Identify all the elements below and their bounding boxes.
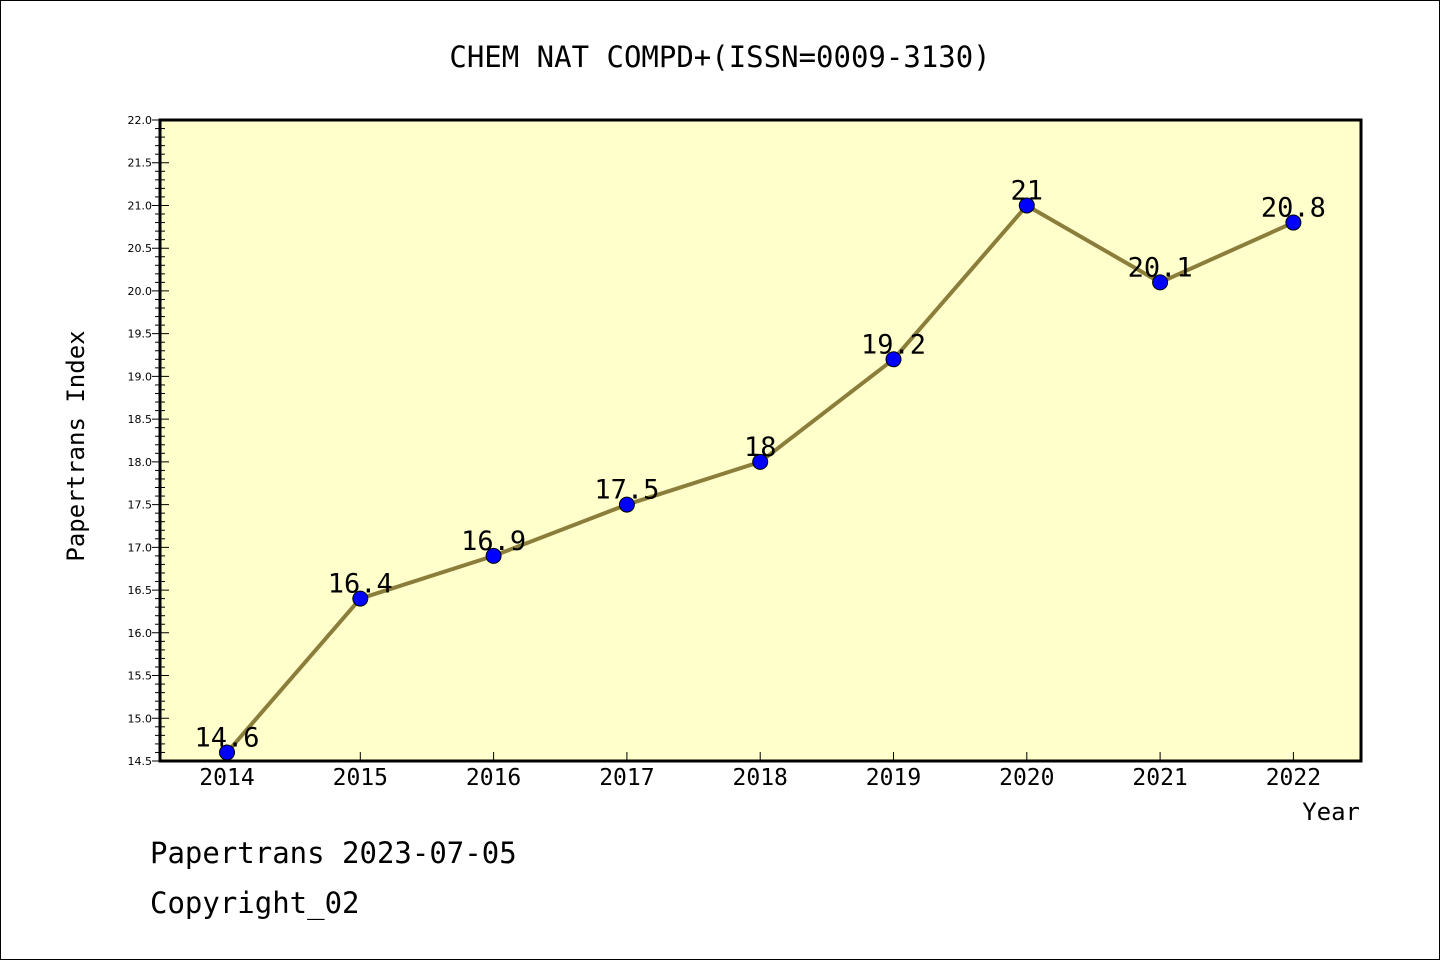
x-axis: 2014 2015 2016 2017 2018 2019 2020 2021 2022 [199,752,1321,791]
y-tick-label: 16.0 [128,627,153,640]
footer-date: Papertrans 2023-07-05 [150,836,517,870]
x-tick-label: 2015 [333,765,388,791]
data-label: 16.4 [328,569,393,600]
x-tick-label: 2019 [866,765,921,791]
data-point [1285,214,1302,231]
data-label: 21 [1011,175,1044,206]
series-points [219,197,1302,761]
y-tick-label: 20.0 [128,285,153,298]
y-tick-label: 18.0 [128,456,153,469]
data-label: 20.8 [1261,193,1326,224]
y-axis: 14.5 15.0 15.5 16.0 16.5 17.0 17.5 18.0 18.5 19.0… [128,114,169,768]
x-tick-label: 2020 [999,765,1054,791]
x-tick-label: 2014 [199,765,254,791]
y-tick-label: 22.0 [128,114,153,127]
data-point [752,453,769,470]
chart-title: CHEM NAT COMPD+(ISSN=0009-3130) [449,40,990,74]
y-tick-label: 18.5 [128,413,153,426]
y-tick-label: 17.0 [128,541,153,554]
data-label: 18 [744,432,777,463]
data-point [485,547,502,564]
y-tick-label: 19.5 [128,328,153,341]
data-label: 14.6 [194,722,259,753]
data-point [1018,197,1035,214]
x-tick-label: 2021 [1132,765,1187,791]
y-tick-label: 14.5 [128,755,153,768]
data-label: 19.2 [861,329,926,360]
x-tick-label: 2018 [733,765,788,791]
data-label: 16.9 [461,526,526,557]
y-tick-label: 21.5 [128,157,153,170]
data-point [1152,274,1169,291]
data-label: 20.1 [1128,252,1193,283]
y-tick-label: 16.5 [128,584,153,597]
y-tick-label: 19.0 [128,370,153,383]
x-tick-label: 2016 [466,765,521,791]
y-tick-label: 15.5 [128,670,153,683]
x-axis-label: Year [1302,798,1360,826]
y-tick-label: 15.0 [128,712,153,725]
data-point [618,496,635,513]
plot-area [158,118,1363,763]
x-tick-label: 2017 [599,765,654,791]
y-tick-label: 21.0 [128,199,153,212]
data-labels: 14.6 16.4 16.9 17.5 18 19.2 21 20.1 20.8 [194,175,1325,753]
y-axis-label: Papertrans Index [62,330,90,561]
y-tick-label: 20.5 [128,242,153,255]
data-point [352,590,369,607]
data-point [219,744,235,761]
y-tick-label: 17.5 [128,499,153,512]
data-label: 17.5 [594,475,659,506]
footer-copyright: Copyright_02 [150,886,360,920]
x-tick-label: 2022 [1266,765,1321,791]
data-point [885,351,902,368]
